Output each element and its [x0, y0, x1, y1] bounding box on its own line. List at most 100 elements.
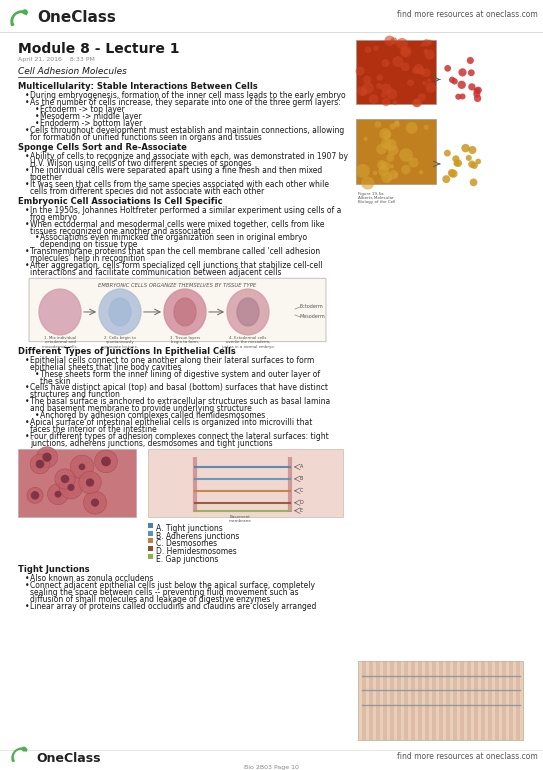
Text: •: •: [25, 418, 29, 427]
Circle shape: [31, 491, 39, 500]
Wedge shape: [12, 748, 27, 762]
Text: B. Adherens junctions: B. Adherens junctions: [156, 531, 239, 541]
Circle shape: [406, 122, 418, 134]
Circle shape: [468, 160, 476, 168]
Text: •: •: [25, 581, 29, 590]
Text: sealing the space between cells -- preventing fluid movement such as: sealing the space between cells -- preve…: [30, 588, 299, 598]
Text: •: •: [35, 411, 40, 420]
Circle shape: [413, 99, 422, 107]
Circle shape: [408, 158, 419, 168]
Circle shape: [474, 95, 481, 102]
Circle shape: [451, 79, 458, 85]
Text: Connect adjacent epithelial cells just below the apical surface, completely: Connect adjacent epithelial cells just b…: [30, 581, 315, 590]
FancyBboxPatch shape: [404, 661, 408, 740]
Text: During embryogenesis, formation of the inner cell mass leads to the early embryo: During embryogenesis, formation of the i…: [30, 92, 346, 100]
Circle shape: [61, 475, 70, 483]
Text: faces the interior of the intestine: faces the interior of the intestine: [30, 425, 157, 434]
Circle shape: [79, 464, 85, 470]
Circle shape: [384, 139, 397, 151]
FancyBboxPatch shape: [29, 278, 326, 342]
Circle shape: [468, 69, 475, 76]
Circle shape: [390, 164, 394, 169]
Circle shape: [444, 65, 451, 72]
Circle shape: [42, 453, 52, 462]
Text: •: •: [25, 247, 29, 256]
Text: A: A: [300, 464, 304, 470]
Text: E. Gap junctions: E. Gap junctions: [156, 555, 218, 564]
Text: Anchored by adhesion complexes called hemidesmosomes: Anchored by adhesion complexes called he…: [40, 411, 265, 420]
Text: molecules' help in recognition: molecules' help in recognition: [30, 254, 145, 263]
Text: Alberts Molecular: Alberts Molecular: [358, 196, 394, 199]
Circle shape: [473, 88, 480, 94]
Circle shape: [449, 169, 458, 178]
Text: As the number of cells increase, they separate into one of the three germ layers: As the number of cells increase, they se…: [30, 99, 341, 107]
FancyBboxPatch shape: [453, 661, 457, 740]
Text: OneClass: OneClass: [36, 752, 100, 765]
Text: Sponge Cells Sort and Re-Associate: Sponge Cells Sort and Re-Associate: [18, 143, 187, 152]
Circle shape: [393, 56, 403, 67]
Text: Mesoderm -> middle layer: Mesoderm -> middle layer: [40, 112, 142, 121]
Text: •: •: [35, 370, 40, 379]
FancyBboxPatch shape: [418, 661, 422, 740]
FancyBboxPatch shape: [446, 661, 450, 740]
Text: Ectoderm: Ectoderm: [300, 304, 324, 310]
Circle shape: [418, 93, 426, 101]
Circle shape: [401, 165, 411, 174]
Circle shape: [393, 100, 397, 105]
Text: •: •: [25, 180, 29, 189]
Circle shape: [382, 98, 390, 106]
Text: Transmembrane proteins that span the cell membrane called 'cell adhesion: Transmembrane proteins that span the cel…: [30, 247, 320, 256]
Circle shape: [422, 69, 431, 77]
FancyBboxPatch shape: [502, 661, 506, 740]
FancyBboxPatch shape: [390, 661, 394, 740]
Text: Also known as zonula occludens: Also known as zonula occludens: [30, 574, 153, 583]
Circle shape: [36, 460, 45, 468]
Circle shape: [54, 490, 61, 497]
Bar: [148, 531, 153, 535]
Text: 4. Ectodermal cells: 4. Ectodermal cells: [229, 336, 267, 340]
Circle shape: [394, 120, 399, 126]
Text: together: together: [30, 173, 63, 182]
Circle shape: [363, 75, 371, 84]
Text: Module 8 - Lecture 1: Module 8 - Lecture 1: [18, 42, 180, 55]
Circle shape: [387, 176, 392, 181]
Circle shape: [94, 450, 117, 473]
FancyBboxPatch shape: [432, 661, 436, 740]
Circle shape: [449, 77, 456, 83]
Circle shape: [462, 144, 470, 152]
Text: interactions and facilitate communication between adjacent cells: interactions and facilitate communicatio…: [30, 268, 281, 277]
Circle shape: [475, 86, 482, 94]
Text: E: E: [300, 508, 303, 513]
Circle shape: [381, 92, 386, 98]
Circle shape: [357, 86, 367, 96]
Circle shape: [466, 155, 472, 161]
Text: •: •: [25, 152, 29, 161]
Text: Endoderm -> bottom layer: Endoderm -> bottom layer: [40, 119, 142, 129]
Circle shape: [467, 57, 474, 64]
Ellipse shape: [109, 298, 131, 326]
Text: EMBRYONIC CELLS ORGANIZE THEMSELVES BY TISSUE TYPE: EMBRYONIC CELLS ORGANIZE THEMSELVES BY T…: [98, 283, 257, 288]
Circle shape: [360, 89, 368, 95]
Text: •: •: [25, 99, 29, 107]
Circle shape: [424, 49, 428, 53]
Text: Multicellularity: Stable Interactions Between Cells: Multicellularity: Stable Interactions Be…: [18, 82, 258, 92]
Circle shape: [375, 121, 381, 128]
Circle shape: [396, 38, 408, 49]
Circle shape: [399, 148, 413, 162]
Text: Tight Junctions: Tight Junctions: [18, 565, 90, 574]
Text: When ectodermal and mesodermal cells were mixed together, cells from like: When ectodermal and mesodermal cells wer…: [30, 219, 325, 229]
Text: D: D: [300, 500, 304, 505]
Text: Associations even mimicked the organization seen in original embryo: Associations even mimicked the organizat…: [40, 233, 307, 243]
Circle shape: [84, 491, 106, 514]
Text: overlie the mesoderm,: overlie the mesoderm,: [226, 340, 270, 344]
Circle shape: [381, 162, 390, 171]
Circle shape: [458, 69, 466, 76]
Text: depending on tissue type: depending on tissue type: [40, 240, 137, 249]
Text: After aggregation, cells form specialized cell junctions that stabilize cell-cel: After aggregation, cells form specialize…: [30, 261, 323, 270]
Circle shape: [421, 42, 425, 47]
Circle shape: [380, 162, 384, 166]
Text: •: •: [25, 92, 29, 100]
Text: Bio 2B03 Page 10: Bio 2B03 Page 10: [244, 765, 299, 770]
Circle shape: [380, 128, 392, 140]
Text: B: B: [300, 477, 304, 481]
